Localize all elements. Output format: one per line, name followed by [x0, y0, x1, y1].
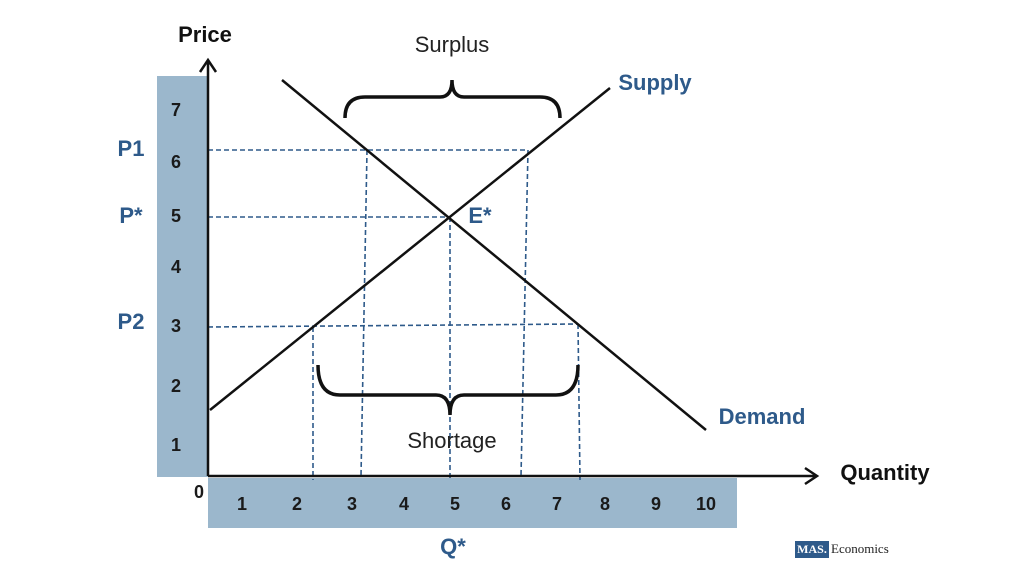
supply-curve	[209, 87, 611, 411]
axes	[198, 57, 820, 486]
x-tick-label: 7	[552, 494, 562, 514]
y-tick-label: 6	[171, 152, 181, 172]
y-tick-label: 7	[171, 100, 181, 120]
x-tick-label: 8	[600, 494, 610, 514]
p1-label: P1	[118, 136, 145, 161]
x-tick-label: 1	[237, 494, 247, 514]
equilibrium-label: E*	[468, 203, 492, 228]
logo-badge	[795, 541, 829, 558]
x-tick-label: 3	[347, 494, 357, 514]
x-tick-label: 6	[501, 494, 511, 514]
demand-label: Demand	[719, 404, 806, 429]
x-tick-label: 2	[292, 494, 302, 514]
x-axis-band	[208, 478, 737, 528]
logo: MAS. Economics	[795, 541, 889, 558]
origin-label: 0	[194, 482, 204, 502]
demand-curve	[281, 79, 707, 431]
supply-label: Supply	[618, 70, 692, 95]
y-tick-label: 2	[171, 376, 181, 396]
guide-lines	[207, 149, 581, 481]
y-axis-band	[157, 76, 208, 477]
q-star-label: Q*	[440, 534, 466, 559]
x-axis-label: Quantity	[840, 460, 930, 485]
surplus-label: Surplus	[415, 32, 490, 57]
y-tick-label: 3	[171, 316, 181, 336]
shortage-brace	[316, 364, 580, 416]
logo-mark: MAS.	[797, 542, 827, 556]
surplus-brace	[343, 79, 562, 119]
shortage-label: Shortage	[407, 428, 496, 453]
y-tick-label: 1	[171, 435, 181, 455]
x-tick-label: 4	[399, 494, 409, 514]
logo-text: Economics	[831, 541, 889, 556]
p-star-label: P*	[119, 203, 143, 228]
tick-labels: 1 2 3 4 5 6 7 1 2 3 4 5 6 7 8 9 10	[171, 100, 716, 514]
x-tick-label: 9	[651, 494, 661, 514]
p2-label: P2	[118, 309, 145, 334]
x-tick-label: 10	[696, 494, 716, 514]
x-tick-label: 5	[450, 494, 460, 514]
y-axis-label: Price	[178, 22, 232, 47]
y-tick-label: 4	[171, 257, 181, 277]
y-tick-label: 5	[171, 206, 181, 226]
